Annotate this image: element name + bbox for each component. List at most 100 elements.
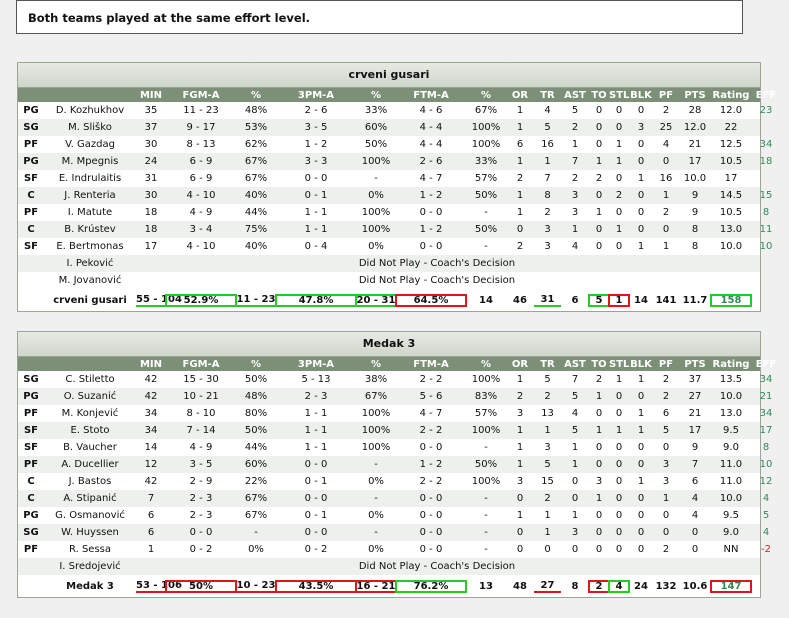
stat-ast: 3 [571,207,579,218]
stat-eff: 17 [759,425,773,436]
stat-fgm-a: 2 - 3 [189,493,213,504]
stat-pts: 21 [688,408,702,419]
stat-eff: 34 [759,139,773,150]
stats-header-row: MIN FGM-A% 3PM-A% FTM-A% OR TR AST TO STL BLK PF PT… [18,88,776,102]
stat-ft-pct: - [484,442,488,453]
stat-3pm-a: 0 - 1 [304,510,328,521]
stat-3pm-a: 1 - 1 [304,207,328,218]
stat-3pm-a: 1 - 2 [304,139,328,150]
stat-tr: 4 [544,105,551,116]
stat-rating: 9.0 [723,442,739,453]
stat-to: 0 [595,139,603,150]
player-name: B. Krústev [64,224,116,235]
player-position: PG [23,156,39,167]
stat-pts: 7 [691,459,699,470]
stat-3pm-a: 2 - 6 [304,105,328,116]
stat-3pm-a: 0 - 0 [304,459,328,470]
stat-3pm-a: 0 - 0 [304,493,328,504]
stat-3pm-a: 0 - 0 [304,527,328,538]
stat-min: 24 [144,156,158,167]
stat-min: 42 [144,391,158,402]
stat-3p-pct: - [374,493,378,504]
player-row: SG W. Huyssen 6 0 - 0 - 0 - 0 - 0 - 0 - 0 1 3 0 0 0 0 0 9… [18,524,769,541]
column-header-blk: BLK [630,358,652,370]
stat-fg-pct: 44% [244,207,268,218]
stat-blk: 0 [637,544,645,555]
stat-ftm-a: 4 - 6 [419,105,443,116]
stat-or: 1 [516,442,524,453]
stat-blk: 0 [637,459,645,470]
stat-ftm-a: 2 - 2 [419,374,443,385]
stat-fg-pct: 40% [244,190,268,201]
player-name: A. Stipanić [63,493,117,504]
stat-ftm-a: 1 - 2 [419,459,443,470]
stat-fg-pct: 40% [244,241,268,252]
stat-ftm-a: 0 - 0 [419,241,443,252]
stat-or: 0 [516,544,524,555]
stat-pts: 8 [691,224,699,235]
total-fgm-a: 50% [165,579,237,593]
stat-to: 2 [595,173,603,184]
stat-rating: NN [723,544,739,555]
stat-fg-pct: 62% [244,139,268,150]
stat-pf: 0 [662,224,670,235]
totals-team-name: crveni gusari [53,294,127,306]
stat-eff: 18 [759,156,773,167]
player-row: SF E. Bertmonas 17 4 - 10 40% 0 - 4 0% 0 - 0 - 2 3… [18,238,772,255]
stat-ast: 1 [571,442,579,453]
stat-fgm-a: 2 - 3 [189,510,213,521]
column-header-fgm-a: FGM-A [182,89,220,101]
column-header-rating: Rating [712,358,750,370]
total-or: 48 [513,580,527,592]
stat-stl: 0 [615,544,623,555]
stat-fgm-a: 4 - 9 [189,442,213,453]
player-name: J. Bastos [68,476,112,487]
column-header-ast: AST [564,358,586,370]
stat-pf: 4 [662,139,670,150]
stat-tr: 1 [544,156,551,167]
stat-stl: 0 [615,173,623,184]
stat-pts: 21 [688,139,702,150]
stat-fg-pct: 53% [244,122,268,133]
player-position: PG [23,391,39,402]
stat-blk: 0 [637,510,645,521]
total-min: 53 - 106 [136,579,182,593]
stat-3pm-a: 0 - 1 [304,476,328,487]
player-row: PG G. Osmanović 6 2 - 3 67% 0 - 1 0% 0 - 0 - 1 1 1 0… [18,507,769,524]
dnp-player-name: I. Peković [66,258,114,269]
stat-ft-pct: 83% [474,391,498,402]
stat-stl: 0 [615,408,623,419]
stat-to: 1 [595,493,603,504]
stat-3pm-a: 1 - 1 [304,425,328,436]
stat-ast: 3 [571,527,579,538]
stat-rating: 13.5 [719,374,743,385]
stat-or: 3 [516,408,524,419]
stat-fgm-a: 11 - 23 [183,105,219,116]
column-header-to: TO [591,358,607,370]
stat-or: 2 [516,241,524,252]
stat-blk: 0 [637,224,645,235]
stat-tr: 3 [544,224,551,235]
column-header-to: TO [591,89,607,101]
stat-rating: 12.0 [719,105,743,116]
stat-ast: 5 [571,425,579,436]
stat-rating: 13.0 [719,224,743,235]
player-row: PF R. Sessa 1 0 - 2 0% 0 - 2 0% 0 - 0 - 0 0 0 0 0 0 2 0 N… [18,541,771,558]
total-stl: 1 [608,293,630,307]
dnp-row: M. Jovanović Did Not Play - Coach's Decis… [18,272,760,289]
stat-ft-pct: 67% [474,105,498,116]
total-3p-pct: 16 - 21 [355,579,397,593]
stat-stl: 1 [615,139,623,150]
stat-ftm-a: 4 - 4 [419,139,443,150]
column-header-fg-pct: % [250,89,262,101]
stat-eff: 8 [762,442,770,453]
stat-or: 2 [516,173,524,184]
player-position: SG [23,527,39,538]
stat-3pm-a: 2 - 3 [304,391,328,402]
stat-to: 0 [595,241,603,252]
stat-ast: 2 [571,173,579,184]
column-header-3p-pct: % [370,358,382,370]
column-header-ftm-a: FTM-A [413,89,449,101]
player-position: SF [23,442,39,453]
stat-or: 1 [516,105,524,116]
